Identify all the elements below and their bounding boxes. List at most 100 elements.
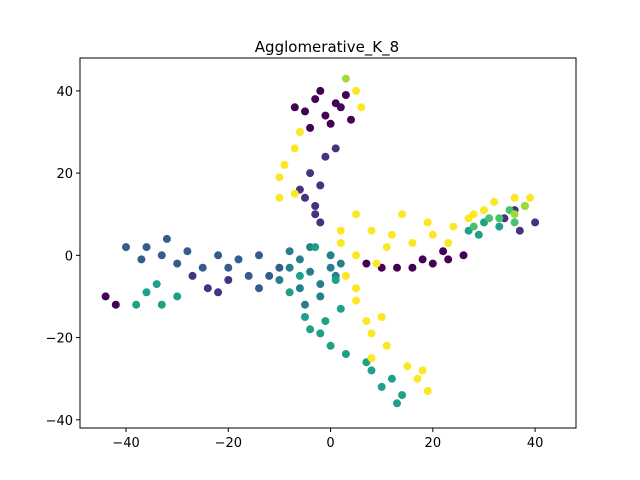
data-point	[418, 366, 427, 375]
data-point	[326, 341, 335, 350]
cluster-2	[122, 234, 284, 293]
data-point	[301, 107, 309, 116]
data-point	[214, 288, 223, 297]
data-point	[255, 251, 263, 260]
data-point	[352, 210, 361, 219]
data-point	[275, 263, 284, 272]
data-point	[495, 214, 504, 223]
data-point	[469, 222, 478, 231]
data-point	[234, 255, 243, 264]
data-point	[255, 284, 263, 293]
data-point	[367, 226, 376, 235]
data-point	[367, 354, 376, 363]
data-point	[474, 230, 483, 239]
data-point	[341, 350, 350, 358]
data-point	[326, 263, 335, 272]
data-point	[393, 399, 401, 408]
data-point	[423, 387, 432, 395]
data-point	[464, 214, 473, 223]
data-point	[316, 292, 325, 301]
data-point	[362, 259, 371, 268]
data-point	[111, 300, 120, 309]
cluster-3	[275, 243, 345, 309]
data-point	[331, 144, 340, 153]
data-point	[285, 263, 294, 272]
data-point	[408, 239, 417, 247]
points-layer	[101, 74, 540, 408]
data-point	[142, 243, 151, 252]
data-point	[510, 210, 519, 219]
data-point	[224, 276, 233, 284]
data-point	[408, 263, 417, 272]
x-tick-label: 0	[326, 436, 334, 451]
data-point	[321, 111, 330, 120]
data-point	[341, 91, 350, 99]
x-tick-label: −40	[112, 436, 139, 451]
data-point	[341, 271, 350, 280]
data-point	[428, 230, 437, 239]
chart-title: Agglomerative_K_8	[255, 38, 399, 57]
data-point	[311, 243, 320, 252]
cluster-4	[132, 218, 504, 408]
data-point	[367, 366, 376, 375]
data-point	[285, 247, 294, 256]
y-tick-label: 20	[56, 167, 73, 182]
data-point	[362, 317, 371, 326]
cluster-0	[101, 86, 468, 309]
data-point	[280, 160, 289, 169]
data-point	[485, 214, 494, 223]
data-point	[316, 329, 325, 338]
data-point	[142, 288, 151, 297]
data-point	[352, 284, 361, 293]
data-point	[290, 103, 299, 112]
data-point	[382, 341, 391, 350]
data-point	[336, 259, 345, 268]
data-point	[352, 296, 361, 305]
data-point	[173, 259, 182, 268]
data-point	[173, 292, 182, 301]
data-point	[306, 267, 315, 276]
data-point	[306, 123, 315, 132]
data-point	[321, 152, 330, 161]
data-point	[387, 230, 396, 239]
data-point	[357, 103, 366, 112]
data-point	[428, 259, 437, 268]
data-point	[367, 329, 376, 338]
y-tick-label: 40	[56, 85, 73, 100]
data-point	[418, 255, 427, 264]
data-point	[377, 313, 386, 321]
data-point	[301, 193, 309, 202]
data-point	[382, 243, 391, 252]
data-point	[137, 255, 146, 264]
y-axis: −40 −20 0 20 40	[46, 85, 80, 429]
data-point	[295, 255, 304, 264]
data-point	[515, 226, 524, 235]
y-tick-label: −40	[46, 414, 73, 429]
y-tick-label: 0	[65, 249, 73, 264]
data-point	[311, 202, 320, 210]
data-point	[285, 288, 294, 297]
data-point	[203, 284, 212, 293]
data-point	[301, 300, 309, 309]
data-point	[101, 292, 110, 301]
data-point	[336, 304, 345, 313]
data-point	[444, 255, 453, 264]
data-point	[275, 276, 284, 284]
data-point	[423, 218, 432, 227]
data-point	[316, 181, 325, 190]
data-point	[352, 251, 361, 260]
data-point	[490, 197, 499, 206]
data-point	[449, 222, 458, 231]
data-point	[152, 280, 161, 289]
data-point	[244, 271, 253, 280]
data-point	[336, 226, 345, 235]
data-point	[352, 86, 361, 95]
data-point	[444, 239, 453, 247]
data-point	[295, 284, 304, 293]
x-tick-label: 40	[527, 436, 544, 451]
data-point	[531, 218, 540, 227]
data-point	[321, 317, 330, 326]
data-point	[316, 86, 325, 95]
